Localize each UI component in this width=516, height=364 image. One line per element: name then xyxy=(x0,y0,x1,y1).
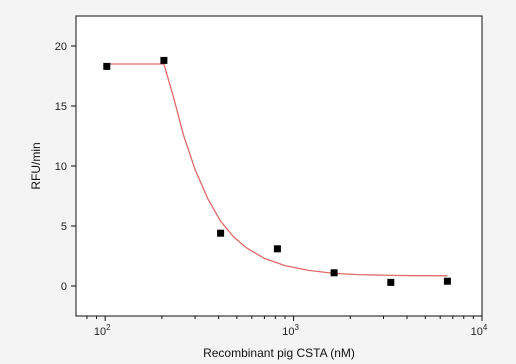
data-point xyxy=(330,269,338,277)
x-tick-label: 103 xyxy=(282,323,299,338)
y-axis-title: RFU/min xyxy=(29,142,43,189)
y-axis-ticks: 0 5 10 15 20 xyxy=(55,41,76,293)
plot-area xyxy=(75,15,483,317)
y-tick-label: 15 xyxy=(55,101,67,113)
data-point xyxy=(103,62,111,70)
data-point xyxy=(217,229,225,237)
fit-curve-layer xyxy=(106,63,448,277)
y-tick-label: 5 xyxy=(61,221,67,233)
y-tick-label: 10 xyxy=(55,161,67,173)
x-tick-label: 104 xyxy=(471,323,488,338)
data-points-layer xyxy=(103,56,451,286)
data-point xyxy=(273,245,281,253)
x-tick-label: 102 xyxy=(94,323,111,338)
x-axis-title: Recombinant pig CSTA (nM) xyxy=(203,346,355,360)
x-axis-ticks: 102 103 104 xyxy=(86,316,488,338)
data-point xyxy=(387,278,395,286)
data-point xyxy=(443,277,451,285)
data-point xyxy=(160,56,168,64)
fit-curve xyxy=(106,63,448,277)
y-tick-label: 0 xyxy=(61,281,67,293)
y-tick-label: 20 xyxy=(55,41,67,53)
